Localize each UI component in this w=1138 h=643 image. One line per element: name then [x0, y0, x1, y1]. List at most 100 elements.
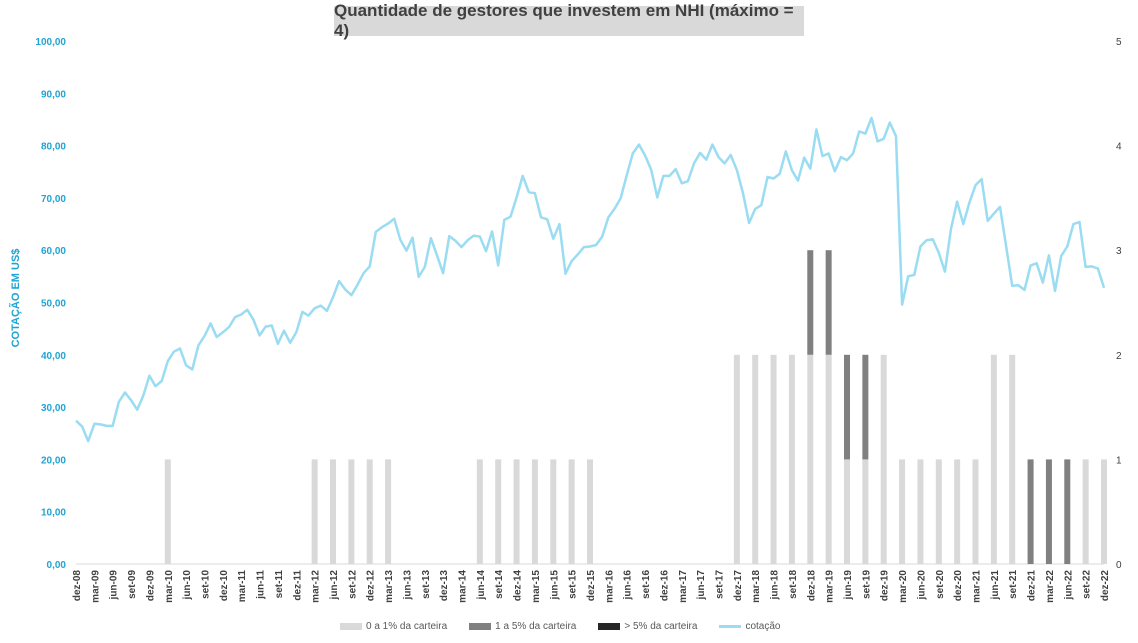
x-tick-label: dez-20 — [953, 570, 964, 602]
x-tick-label: mar-20 — [898, 570, 909, 603]
y-axis-label: COTAÇÃO EM US$ — [10, 248, 22, 348]
x-tick-label: dez-08 — [72, 570, 83, 602]
y-tick-label: 40,00 — [41, 351, 66, 362]
legend-label-mid: 1 a 5% da carteira — [495, 621, 577, 632]
y-tick-label: 90,00 — [41, 89, 66, 100]
x-tick-label: dez-12 — [366, 570, 377, 602]
x-tick-label: set-18 — [788, 570, 799, 599]
legend: 0 a 1% da carteira 1 a 5% da carteira > … — [340, 621, 780, 632]
bar-mid — [825, 250, 832, 355]
x-tick-label: jun-16 — [623, 570, 634, 601]
legend-label-low: 0 a 1% da carteira — [366, 621, 448, 632]
y-tick-label: 30,00 — [41, 403, 66, 414]
y-tick-label: 80,00 — [41, 142, 66, 153]
x-tick-label: mar-19 — [825, 570, 836, 603]
legend-item-low: 0 a 1% da carteira — [340, 621, 447, 632]
x-tick-label: set-10 — [201, 570, 212, 599]
x-tick-label: set-19 — [861, 570, 872, 599]
y2-tick-label: 5 — [1116, 37, 1122, 48]
legend-item-mid: 1 a 5% da carteira — [469, 621, 576, 632]
x-tick-label: jun-11 — [256, 570, 267, 600]
bar-low — [899, 459, 906, 564]
bar-low — [972, 459, 979, 564]
bar-low — [164, 459, 171, 564]
x-tick-label: jun-12 — [329, 570, 340, 601]
y-tick-label: 100,00 — [35, 37, 66, 48]
bar-mid — [1064, 459, 1071, 564]
bar-low — [495, 459, 502, 564]
bar-low — [917, 459, 924, 564]
x-tick-label: mar-12 — [311, 570, 322, 603]
x-tick-label: dez-13 — [439, 570, 450, 602]
bar-low — [788, 354, 795, 564]
x-tick-label: mar-17 — [678, 570, 689, 603]
x-tick-label: mar-09 — [90, 570, 101, 603]
x-tick-label: mar-22 — [1045, 570, 1056, 603]
bar-low — [862, 459, 869, 564]
bar-mid — [862, 354, 869, 460]
legend-swatch-mid — [469, 623, 492, 630]
bar-low — [531, 459, 538, 564]
x-tick-label: mar-13 — [384, 570, 395, 603]
bar-mid — [807, 250, 814, 355]
bar-mid — [1027, 459, 1034, 564]
bar-low — [752, 354, 759, 564]
x-tick-label: set-15 — [568, 570, 579, 599]
x-tick-label: set-12 — [347, 570, 358, 599]
bar-low — [935, 459, 942, 564]
legend-swatch-low — [340, 623, 362, 630]
bar-low — [1009, 354, 1016, 564]
x-tick-label: jun-22 — [1063, 570, 1074, 601]
y2-tick-label: 1 — [1116, 455, 1122, 466]
x-tick-label: set-14 — [494, 570, 505, 599]
bar-low — [807, 354, 814, 564]
bar-mid — [844, 354, 850, 460]
y-tick-label: 0,00 — [47, 560, 67, 571]
legend-swatch-line — [719, 625, 742, 628]
bar-low — [1082, 459, 1089, 564]
bar-low — [385, 459, 392, 564]
x-tick-label: mar-16 — [604, 570, 615, 603]
x-tick-label: set-09 — [127, 570, 138, 599]
x-tick-label: mar-11 — [237, 570, 248, 603]
x-tick-label: jun-17 — [696, 570, 707, 601]
bar-low — [844, 459, 850, 564]
x-tick-label: dez-18 — [806, 570, 817, 602]
y2-tick-label: 3 — [1116, 246, 1122, 257]
x-tick-label: set-20 — [935, 570, 946, 599]
x-tick-label: mar-18 — [751, 570, 762, 603]
bar-low — [330, 459, 336, 564]
bar-low — [1101, 459, 1107, 564]
x-tick-label: set-11 — [274, 570, 285, 599]
x-tick-label: jun-14 — [476, 570, 487, 601]
bar-low — [311, 459, 318, 564]
x-tick-label: dez-17 — [733, 570, 744, 602]
x-tick-label: mar-15 — [531, 570, 542, 603]
x-tick-label: mar-10 — [164, 570, 175, 603]
x-tick-label: dez-09 — [145, 570, 156, 602]
x-tick-label: dez-11 — [292, 570, 303, 601]
legend-item-high: > 5% da carteira — [598, 621, 697, 632]
x-tick-label: mar-14 — [458, 570, 469, 603]
bar-low — [550, 459, 557, 564]
y-tick-label: 70,00 — [41, 194, 66, 205]
x-tick-label: mar-21 — [972, 570, 983, 603]
bar-low — [770, 354, 777, 564]
x-tick-label: set-13 — [421, 570, 432, 599]
x-tick-label: set-21 — [1008, 570, 1019, 599]
bar-low — [366, 459, 373, 564]
y2-tick-label: 2 — [1116, 351, 1122, 362]
legend-swatch-high — [598, 623, 621, 630]
y-tick-label: 50,00 — [41, 299, 66, 310]
legend-label-line: cotação — [745, 621, 781, 632]
x-tick-label: jun-19 — [843, 570, 854, 601]
y2-tick-label: 0 — [1116, 560, 1122, 571]
y-tick-label: 60,00 — [41, 246, 66, 257]
bar-low — [733, 354, 740, 564]
bar-low — [568, 459, 575, 564]
x-tick-label: jun-15 — [549, 570, 560, 601]
y-tick-label: 10,00 — [41, 508, 66, 519]
bar-low — [990, 354, 997, 564]
x-tick-label: dez-21 — [1027, 570, 1038, 602]
